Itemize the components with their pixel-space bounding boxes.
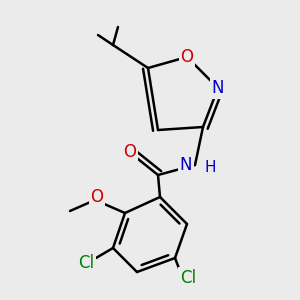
Text: N: N xyxy=(179,156,192,174)
Text: H: H xyxy=(205,160,217,175)
Text: Cl: Cl xyxy=(78,254,94,272)
Text: O: O xyxy=(91,188,103,206)
Text: N: N xyxy=(212,79,224,97)
Text: Cl: Cl xyxy=(180,269,196,287)
Text: O: O xyxy=(124,143,136,161)
Text: O: O xyxy=(181,48,194,66)
